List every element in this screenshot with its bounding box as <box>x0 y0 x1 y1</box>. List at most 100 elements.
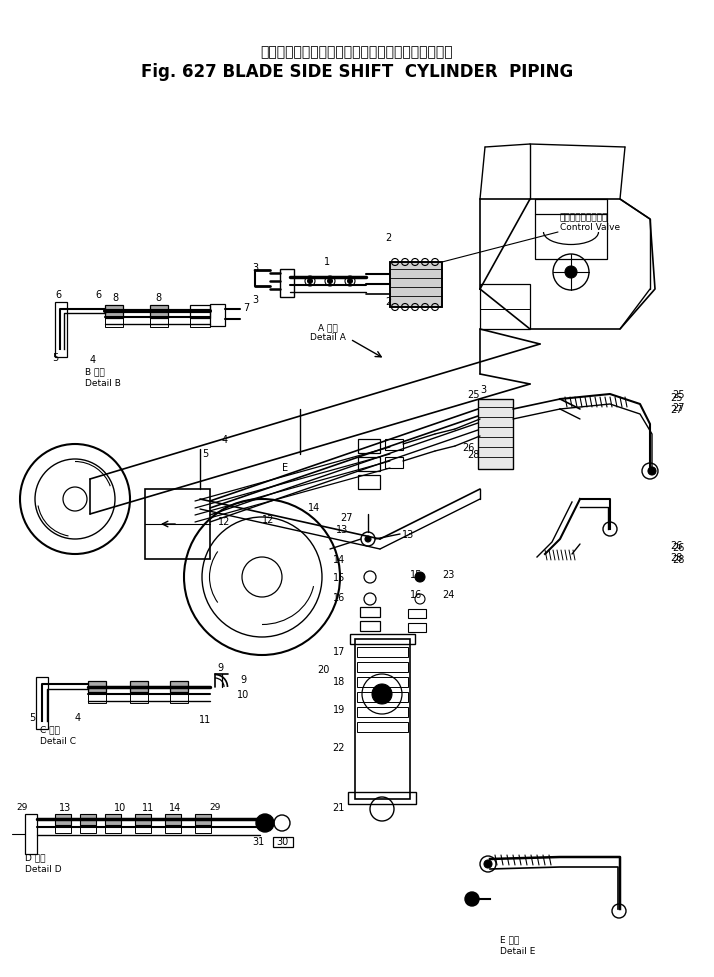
Text: 14: 14 <box>169 802 181 812</box>
Bar <box>360 608 380 617</box>
Text: E 詳細: E 詳細 <box>500 935 519 944</box>
Bar <box>357 677 408 687</box>
Bar <box>105 826 121 833</box>
Text: Fig. 627 BLADE SIDE SHIFT  CYLINDER  PIPING: Fig. 627 BLADE SIDE SHIFT CYLINDER PIPIN… <box>141 63 573 81</box>
Bar <box>358 457 380 472</box>
Text: 29: 29 <box>16 803 28 812</box>
Text: 23: 23 <box>442 570 454 579</box>
Bar <box>55 826 71 833</box>
Bar <box>195 826 211 833</box>
Text: Control Valve: Control Valve <box>560 224 620 233</box>
Bar <box>350 634 415 645</box>
Text: Detail D: Detail D <box>25 864 61 872</box>
Text: 27: 27 <box>670 404 683 414</box>
Bar <box>150 319 168 327</box>
Text: 28: 28 <box>468 449 480 459</box>
Text: 3: 3 <box>252 295 258 305</box>
Bar <box>385 457 403 469</box>
Bar <box>25 814 37 854</box>
Bar <box>357 693 408 702</box>
Text: Detail B: Detail B <box>85 378 121 387</box>
Text: 16: 16 <box>410 589 422 599</box>
Circle shape <box>415 573 425 582</box>
Bar <box>535 215 607 260</box>
Bar <box>190 306 210 319</box>
Text: 14: 14 <box>308 502 320 513</box>
Text: 8: 8 <box>155 293 161 303</box>
Text: 26: 26 <box>672 542 685 552</box>
Text: 21: 21 <box>333 802 345 812</box>
Bar <box>357 722 408 732</box>
Text: 5: 5 <box>202 448 208 458</box>
Text: 2: 2 <box>385 297 391 307</box>
Text: 18: 18 <box>333 676 345 686</box>
Text: Detail A: Detail A <box>310 333 346 342</box>
Text: 26: 26 <box>670 540 683 550</box>
Circle shape <box>328 279 333 284</box>
Text: 5: 5 <box>52 353 58 362</box>
Text: ブレード　サイド　シフト　シリンダ　パイピング: ブレード サイド シフト シリンダ パイピング <box>261 45 453 59</box>
Bar <box>357 648 408 658</box>
Text: 27: 27 <box>672 403 685 412</box>
Bar <box>190 319 210 327</box>
Text: D 詳細: D 詳細 <box>25 853 46 862</box>
Text: 3: 3 <box>252 263 258 273</box>
Circle shape <box>465 892 479 906</box>
Text: 12: 12 <box>218 517 230 527</box>
Text: コントロールバルブ: コントロールバルブ <box>560 213 608 223</box>
Text: 9: 9 <box>217 662 223 672</box>
Text: 28: 28 <box>672 554 685 565</box>
Text: 22: 22 <box>333 743 345 752</box>
Circle shape <box>308 279 313 284</box>
Bar <box>80 826 96 833</box>
Text: 25: 25 <box>672 390 685 400</box>
Bar <box>170 681 188 693</box>
Text: 8: 8 <box>112 293 118 303</box>
Bar <box>280 270 294 298</box>
Bar <box>80 814 96 826</box>
Text: 27: 27 <box>340 513 353 523</box>
Text: 14: 14 <box>333 554 345 565</box>
Bar <box>88 681 106 693</box>
Bar <box>480 284 530 329</box>
Text: B 詳細: B 詳細 <box>85 367 105 376</box>
Bar <box>55 303 67 358</box>
Text: 25: 25 <box>468 390 480 400</box>
Bar <box>88 693 106 703</box>
Bar <box>165 814 181 826</box>
Text: 15: 15 <box>410 570 423 579</box>
Bar <box>130 681 148 693</box>
Bar <box>195 814 211 826</box>
Bar <box>408 623 426 632</box>
Text: 17: 17 <box>333 647 345 657</box>
Bar <box>355 639 410 799</box>
Bar <box>357 707 408 717</box>
Text: 24: 24 <box>442 589 454 599</box>
Text: 10: 10 <box>114 802 126 812</box>
Circle shape <box>372 684 392 704</box>
Bar <box>165 826 181 833</box>
Text: 28: 28 <box>670 552 683 563</box>
Circle shape <box>484 860 492 869</box>
Circle shape <box>365 536 371 542</box>
Circle shape <box>256 814 274 832</box>
Bar <box>105 306 123 319</box>
Bar <box>145 489 210 560</box>
Text: 31: 31 <box>252 836 264 846</box>
Text: C 詳細: C 詳細 <box>40 725 60 734</box>
Text: 13: 13 <box>59 802 71 812</box>
Bar <box>385 440 403 450</box>
Text: 16: 16 <box>333 592 345 603</box>
Text: 3: 3 <box>480 385 486 395</box>
Text: 26: 26 <box>463 443 475 452</box>
Text: 12: 12 <box>262 515 274 525</box>
Text: 25: 25 <box>670 393 683 403</box>
Text: 2: 2 <box>385 233 391 242</box>
Bar <box>150 306 168 319</box>
Text: 7: 7 <box>243 303 249 313</box>
Bar <box>36 677 48 729</box>
Bar <box>273 837 293 847</box>
Bar <box>105 319 123 327</box>
Text: 13: 13 <box>336 525 348 534</box>
Text: 4: 4 <box>90 355 96 364</box>
